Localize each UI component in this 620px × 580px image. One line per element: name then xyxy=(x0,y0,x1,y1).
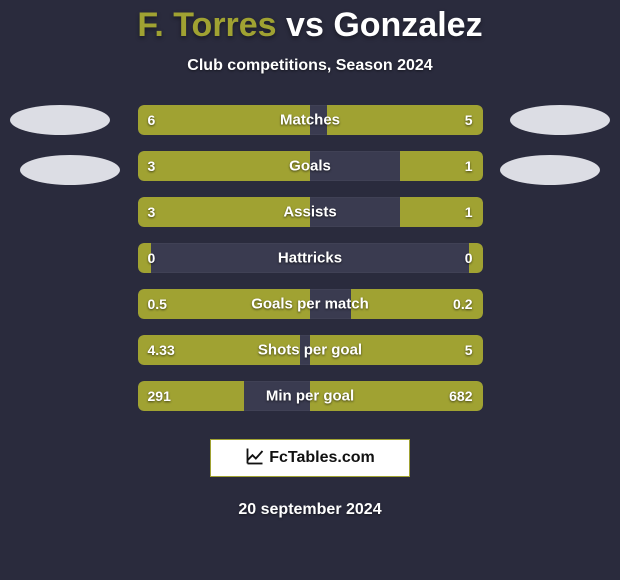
bar-left xyxy=(138,335,300,365)
subtitle: Club competitions, Season 2024 xyxy=(0,57,620,75)
stat-row: 4.335Shots per goal xyxy=(138,335,483,365)
attribution-text: FcTables.com xyxy=(269,449,375,467)
page-title: F. Torres vs Gonzalez xyxy=(0,0,620,45)
bar-right xyxy=(400,151,483,181)
bar-left xyxy=(138,289,311,319)
avatar-placeholder xyxy=(20,155,120,185)
bar-right xyxy=(469,243,483,273)
bar-right xyxy=(310,335,483,365)
avatar-placeholder xyxy=(10,105,110,135)
stat-row: 0.50.2Goals per match xyxy=(138,289,483,319)
bar-right xyxy=(351,289,482,319)
bar-left xyxy=(138,381,245,411)
stat-row: 00Hattricks xyxy=(138,243,483,273)
bar-left xyxy=(138,105,311,135)
stat-label: Hattricks xyxy=(138,250,483,267)
chart-icon xyxy=(245,446,265,471)
bar-right xyxy=(327,105,482,135)
bar-left xyxy=(138,151,311,181)
bar-right xyxy=(310,381,483,411)
player1-name: F. Torres xyxy=(137,6,276,44)
title-vs: vs xyxy=(286,6,324,44)
bar-left xyxy=(138,197,311,227)
player2-name: Gonzalez xyxy=(333,6,482,44)
stat-row: 31Goals xyxy=(138,151,483,181)
date-text: 20 september 2024 xyxy=(0,501,620,519)
attribution-badge: FcTables.com xyxy=(210,439,410,477)
stat-row: 31Assists xyxy=(138,197,483,227)
stat-row: 291682Min per goal xyxy=(138,381,483,411)
bar-left xyxy=(138,243,152,273)
comparison-chart: 65Matches 31Goals 31Assists 00Hattricks 0.50… xyxy=(0,105,620,411)
avatar-placeholder xyxy=(510,105,610,135)
bar-right xyxy=(400,197,483,227)
avatar-placeholder xyxy=(500,155,600,185)
stat-row: 65Matches xyxy=(138,105,483,135)
